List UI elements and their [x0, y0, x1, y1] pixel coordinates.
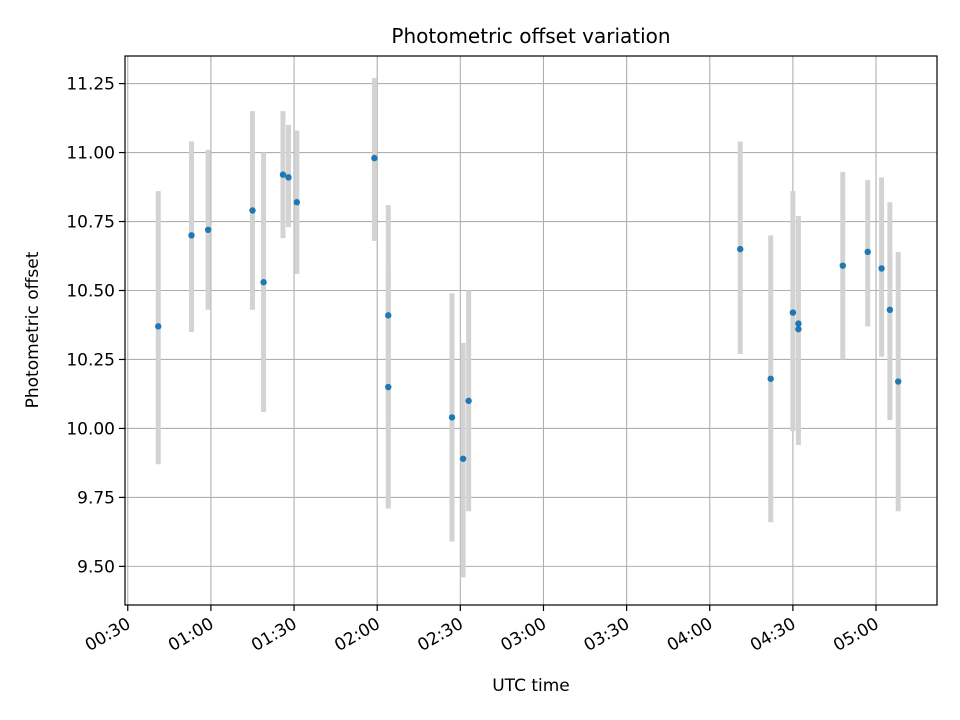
data-point — [371, 154, 378, 162]
data-point — [448, 414, 456, 421]
y-tick-label: 10.00 — [66, 419, 115, 439]
data-point — [385, 312, 392, 319]
y-tick-label: 10.50 — [66, 281, 115, 301]
x-axis-ticks: 00:30 01:00 01:30 02:00 02:30 03:00 03:30 04:00… — [82, 605, 883, 656]
data-point — [293, 199, 301, 206]
chart-title: Photometric offset variation — [391, 24, 670, 48]
data-point — [737, 245, 744, 253]
x-axis-label: UTC time — [492, 676, 570, 696]
data-point — [895, 378, 902, 385]
x-tick-label: 03:30 — [581, 614, 633, 656]
x-tick-label: 02:00 — [331, 614, 383, 656]
data-point — [188, 232, 195, 239]
x-tick-label: 05:00 — [830, 614, 882, 656]
data-point — [789, 309, 797, 316]
y-tick-label: 11.25 — [66, 75, 115, 95]
y-tick-label: 9.50 — [77, 557, 115, 577]
x-tick-label: 01:30 — [248, 614, 300, 656]
y-tick-label: 10.75 — [66, 213, 115, 233]
grid-lines — [125, 56, 937, 605]
y-tick-label: 11.00 — [66, 144, 115, 164]
data-point — [459, 455, 467, 462]
data-point — [155, 323, 162, 330]
x-tick-label: 03:00 — [498, 614, 550, 656]
data-point — [795, 320, 802, 327]
y-axis-ticks: 9.50 9.75 10.00 10.25 10.50 10.75 11.00 11.25 — [66, 75, 125, 577]
x-tick-label: 02:30 — [414, 614, 466, 656]
data-point — [204, 226, 212, 234]
x-tick-label: 01:00 — [165, 614, 217, 656]
x-tick-label: 04:00 — [664, 614, 716, 656]
data-point — [260, 279, 267, 286]
data-point — [249, 207, 256, 214]
data-point — [839, 262, 846, 269]
x-tick-label: 04:30 — [747, 614, 799, 656]
data-point — [285, 174, 292, 181]
y-tick-label: 10.25 — [66, 350, 115, 370]
data-point — [465, 397, 472, 405]
data-point — [795, 325, 802, 333]
data-point — [767, 375, 774, 382]
data-point — [878, 265, 885, 272]
plot-frame — [124, 55, 938, 606]
x-tick-label: 00:30 — [82, 614, 134, 656]
data-point — [864, 248, 871, 256]
data-point — [886, 306, 894, 314]
data-point — [385, 383, 392, 391]
data-points — [155, 154, 902, 462]
y-axis-label: Photometric offset — [23, 251, 43, 408]
data-point — [279, 171, 287, 178]
y-tick-label: 9.75 — [77, 488, 115, 508]
